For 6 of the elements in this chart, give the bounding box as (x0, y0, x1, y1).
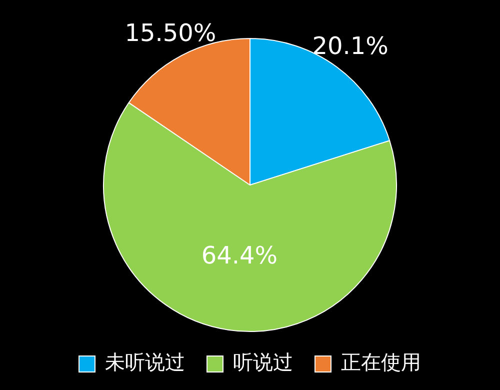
legend-label: 正在使用 (341, 350, 421, 374)
legend-label: 听说过 (233, 350, 293, 374)
data-label: 20.1% (312, 32, 388, 60)
data-label: 64.4% (201, 242, 278, 270)
legend-label: 未听说过 (105, 350, 185, 374)
data-label: 15.50% (124, 19, 216, 48)
